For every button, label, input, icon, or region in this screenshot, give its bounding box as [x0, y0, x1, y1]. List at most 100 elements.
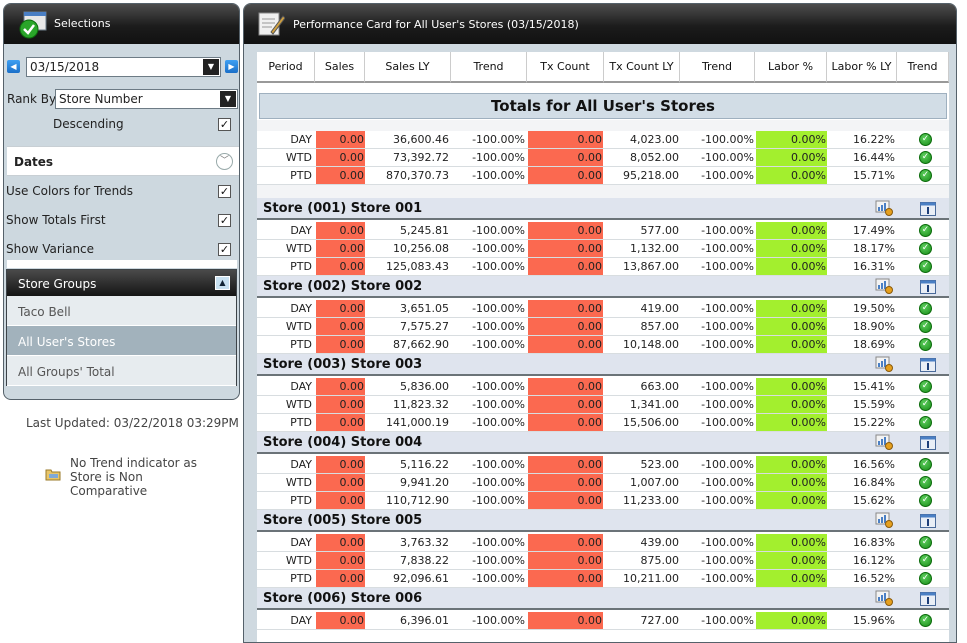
- value-cell: 6,396.01: [400, 614, 449, 627]
- value-cell: 15.59%: [853, 398, 895, 411]
- date-picker: ◀ 03/15/2018 ▼ ▶: [7, 57, 239, 77]
- chevron-down-icon[interactable]: ▼: [220, 91, 236, 107]
- value-cell: 19.50%: [853, 302, 895, 315]
- value-cell: 0.00: [528, 222, 603, 239]
- check-circle-icon: ✓: [919, 476, 932, 489]
- collapse-icon[interactable]: ▲: [215, 276, 230, 290]
- table-row: WTD 0.00 7,575.27 -100.00% 0.00 857.00 -100.00…: [257, 318, 949, 336]
- value-cell: 95,218.00: [623, 169, 679, 182]
- value-cell: 0.00: [316, 378, 365, 395]
- info-icon[interactable]: [920, 280, 936, 294]
- show-variance-checkbox[interactable]: ✓: [218, 243, 231, 256]
- value-cell: 13,867.00: [623, 260, 679, 273]
- info-icon[interactable]: [920, 436, 936, 450]
- info-icon[interactable]: [920, 202, 936, 216]
- performance-table: Period Sales Sales LY Trend Tx Count Tx Count…: [257, 52, 949, 642]
- info-icon[interactable]: [920, 514, 936, 528]
- section-spacer: [257, 120, 949, 131]
- store-name: Store (006) Store 006: [263, 591, 423, 606]
- chart-icon[interactable]: [875, 512, 893, 528]
- column-header[interactable]: Trend: [451, 52, 527, 83]
- value-cell: 36,600.46: [393, 133, 449, 146]
- column-header[interactable]: Tx Count: [527, 52, 604, 83]
- value-cell: -100.00%: [701, 458, 754, 471]
- card-header: Performance Card for All User's Stores (…: [244, 4, 956, 44]
- chart-icon[interactable]: [875, 434, 893, 450]
- value-cell: 16.52%: [853, 572, 895, 585]
- store-header: Store (004) Store 004: [257, 432, 949, 454]
- totals-title: Totals for All User's Stores: [259, 93, 947, 119]
- check-circle-icon: ✓: [919, 380, 932, 393]
- column-header[interactable]: Trend: [680, 52, 755, 83]
- table-row: DAY 0.00 3,651.05 -100.00% 0.00 419.00 -100.00…: [257, 300, 949, 318]
- group-item-all-users-stores[interactable]: All User's Stores: [7, 326, 236, 356]
- value-cell: 0.00%: [756, 167, 827, 184]
- value-cell: -100.00%: [701, 338, 754, 351]
- info-icon[interactable]: [920, 592, 936, 606]
- descending-checkbox[interactable]: ✓: [218, 118, 231, 131]
- store-header: Store (002) Store 002: [257, 276, 949, 298]
- chart-icon[interactable]: [875, 200, 893, 216]
- chart-icon[interactable]: [875, 590, 893, 606]
- value-cell: 0.00: [316, 414, 365, 431]
- chart-icon[interactable]: [875, 356, 893, 372]
- value-cell: -100.00%: [701, 260, 754, 273]
- value-cell: 663.00: [640, 380, 680, 393]
- selections-panel: Selections ◀ 03/15/2018 ▼ ▶ Rank By Stor…: [3, 3, 240, 400]
- value-cell: 0.00: [528, 318, 603, 335]
- column-header[interactable]: Sales LY: [365, 52, 451, 83]
- value-cell: 875.00: [640, 554, 680, 567]
- calendar-dropdown-icon[interactable]: ▼: [203, 59, 219, 75]
- value-cell: 0.00%: [756, 612, 827, 629]
- table-row: DAY 0.00 6,396.01 -100.00% 0.00 727.00 -100.00…: [257, 612, 949, 630]
- legend-text: No Trend indicator as Store is Non Compa…: [70, 456, 198, 498]
- value-cell: 0.00%: [756, 492, 827, 509]
- prev-date-button[interactable]: ◀: [7, 60, 20, 73]
- value-cell: 5,116.22: [400, 458, 449, 471]
- value-cell: -100.00%: [701, 572, 754, 585]
- dates-section[interactable]: Dates ﹀: [7, 146, 239, 176]
- value-cell: 0.00%: [756, 552, 827, 569]
- column-header[interactable]: Tx Count LY: [604, 52, 680, 83]
- date-input[interactable]: 03/15/2018 ▼: [26, 57, 221, 77]
- next-date-button[interactable]: ▶: [225, 60, 238, 73]
- table-row: PTD 0.00 110,712.90 -100.00% 0.00 11,233.00 -1…: [257, 492, 949, 510]
- rank-by-select[interactable]: Store Number ▼: [55, 89, 238, 109]
- column-header[interactable]: Labor %: [755, 52, 827, 83]
- value-cell: 0.00: [316, 300, 365, 317]
- value-cell: 0.00%: [756, 258, 827, 275]
- store-name: Store (005) Store 005: [263, 513, 423, 528]
- use-colors-checkbox[interactable]: ✓: [218, 185, 231, 198]
- value-cell: -100.00%: [472, 242, 525, 255]
- value-cell: -100.00%: [472, 224, 525, 237]
- chart-icon[interactable]: [875, 278, 893, 294]
- check-circle-icon: ✓: [919, 572, 932, 585]
- expand-icon[interactable]: ﹀: [216, 153, 233, 170]
- info-icon[interactable]: [920, 358, 936, 372]
- value-cell: 0.00: [528, 300, 603, 317]
- period-cell: WTD: [285, 320, 312, 333]
- table-row: DAY 0.00 5,116.22 -100.00% 0.00 523.00 -100.00…: [257, 456, 949, 474]
- value-cell: 0.00: [316, 240, 365, 257]
- period-cell: DAY: [290, 536, 312, 549]
- value-cell: 0.00%: [756, 318, 827, 335]
- column-header[interactable]: Labor % LY: [827, 52, 897, 83]
- check-circle-icon: ✓: [919, 398, 932, 411]
- column-header[interactable]: Sales: [315, 52, 365, 83]
- value-cell: 0.00: [528, 167, 603, 184]
- store-name: Store (003) Store 003: [263, 357, 423, 372]
- value-cell: 0.00: [316, 570, 365, 587]
- value-cell: -100.00%: [472, 302, 525, 315]
- show-totals-checkbox[interactable]: ✓: [218, 214, 231, 227]
- table-row: PTD 0.00 870,370.73 -100.00% 0.00 95,218.00 -1…: [257, 167, 949, 185]
- dates-label: Dates: [14, 155, 54, 169]
- value-cell: 92,096.61: [393, 572, 449, 585]
- group-item-all-groups-total[interactable]: All Groups' Total: [7, 356, 236, 386]
- column-header[interactable]: Period: [257, 52, 315, 83]
- value-cell: 0.00%: [756, 149, 827, 166]
- value-cell: 15.71%: [853, 169, 895, 182]
- value-cell: 0.00%: [756, 414, 827, 431]
- value-cell: -100.00%: [701, 536, 754, 549]
- group-item-taco-bell[interactable]: Taco Bell: [7, 296, 236, 326]
- column-header[interactable]: Trend: [897, 52, 949, 83]
